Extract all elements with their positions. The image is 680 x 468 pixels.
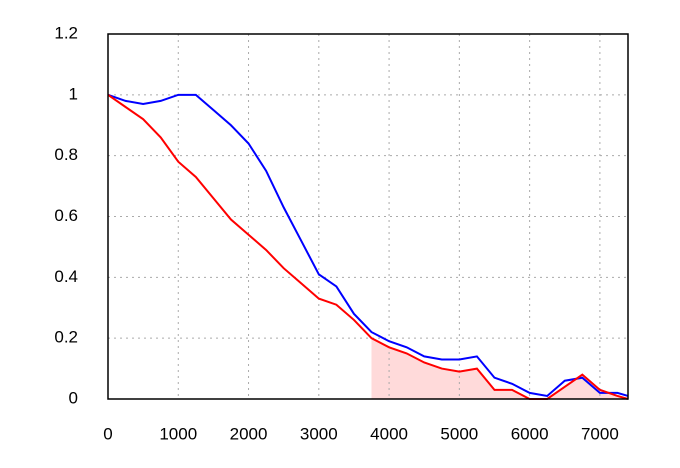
y-tick-label: 0.6	[54, 206, 78, 225]
x-tick-label: 1000	[159, 424, 197, 443]
line-series	[107, 93, 629, 398]
x-tick-label: 5000	[440, 424, 478, 443]
y-tick-label: 0	[69, 388, 78, 407]
y-tick-label: 0.2	[54, 328, 78, 347]
x-tick-label: 2000	[230, 424, 268, 443]
shaded-area	[371, 338, 628, 399]
y-tick-label: 1.2	[54, 23, 78, 42]
x-tick-label: 4000	[370, 424, 408, 443]
x-tick-label: 6000	[511, 424, 549, 443]
plot-frame	[107, 33, 629, 400]
y-tick-label: 0.4	[54, 267, 78, 286]
x-tick-label: 7000	[581, 424, 619, 443]
x-tick-label: 3000	[300, 424, 338, 443]
y-tick-label: 0.8	[54, 145, 78, 164]
x-tick-label: 0	[103, 424, 112, 443]
line-series	[107, 94, 629, 400]
y-tick-label: 1	[69, 84, 78, 103]
